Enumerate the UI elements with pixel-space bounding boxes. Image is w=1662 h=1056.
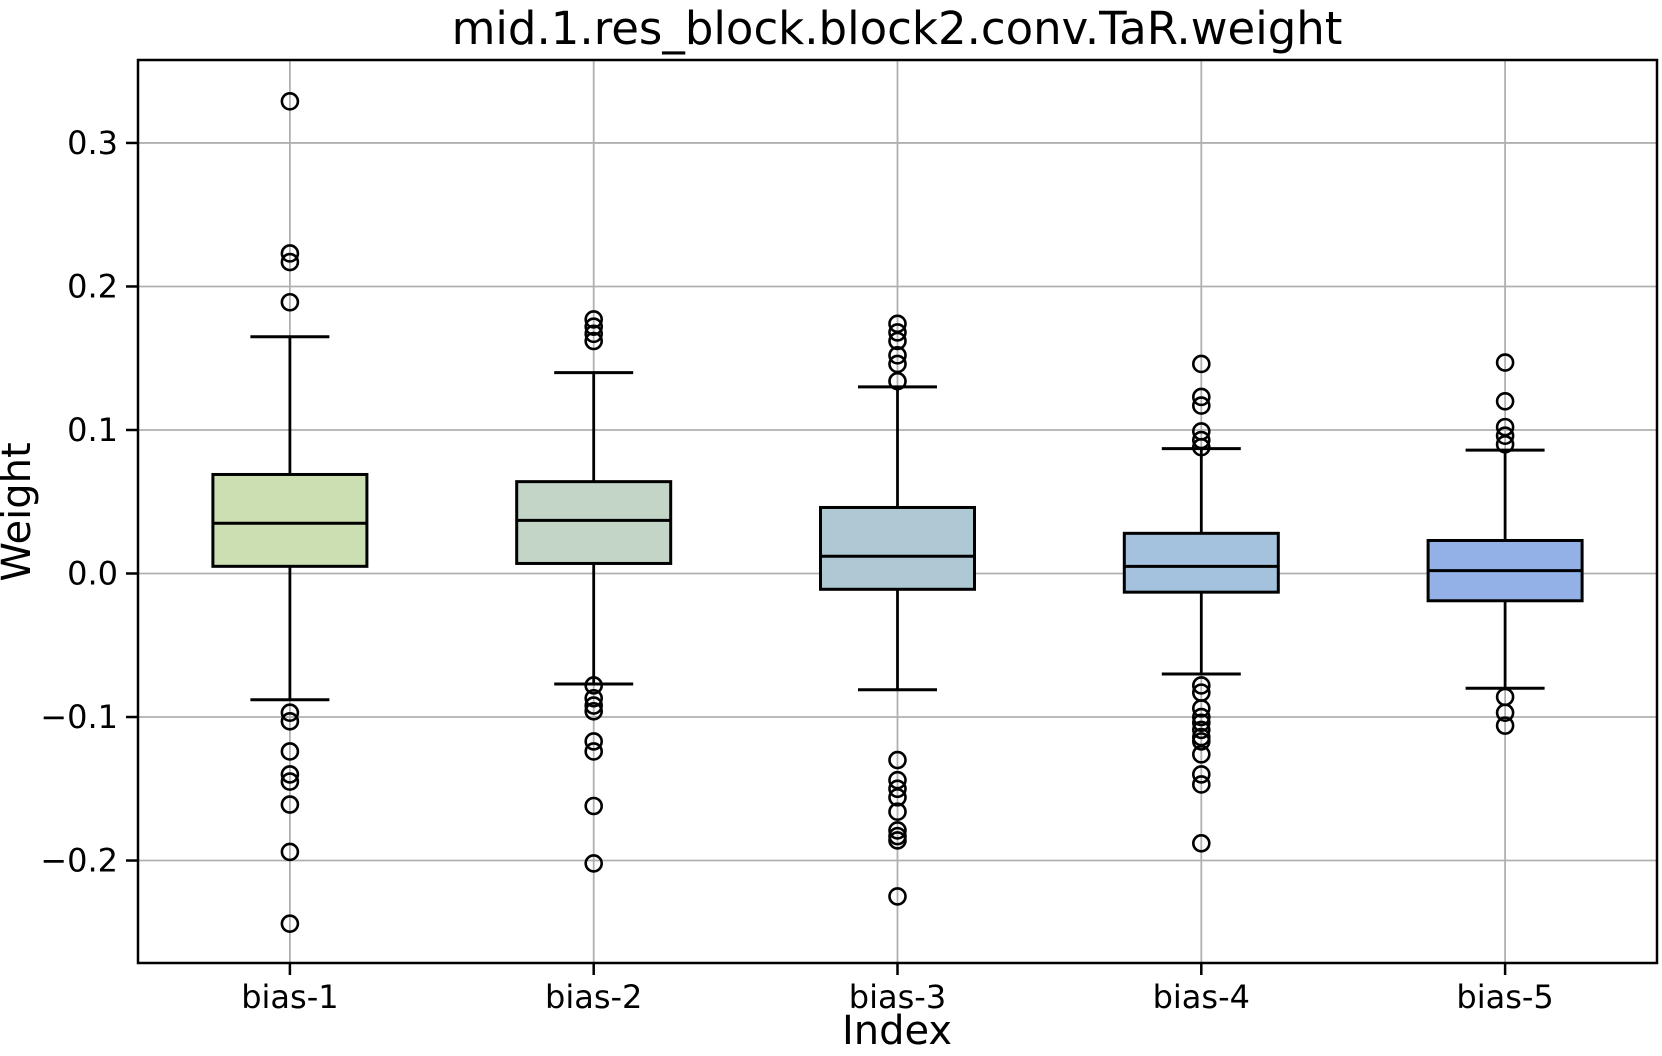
box-bias-1 bbox=[211, 472, 369, 568]
outlier-point bbox=[584, 796, 604, 816]
outlier-point bbox=[584, 676, 604, 695]
outlier-point bbox=[888, 887, 907, 906]
outlier-point bbox=[1192, 775, 1211, 794]
outlier-point bbox=[1192, 834, 1211, 853]
outlier-point bbox=[584, 310, 604, 329]
outlier-point bbox=[584, 732, 604, 751]
outlier-point bbox=[1495, 353, 1515, 372]
y-tick-label: 0.3 bbox=[67, 124, 118, 162]
outlier-point bbox=[280, 292, 300, 312]
outlier-point bbox=[280, 914, 300, 933]
outlier-point bbox=[1192, 387, 1211, 407]
outlier-point bbox=[1495, 716, 1515, 735]
outlier-point bbox=[584, 742, 604, 761]
x-tick-label: bias-4 bbox=[1153, 978, 1250, 1016]
outlier-point bbox=[280, 742, 300, 761]
y-axis-label: Weight bbox=[0, 442, 40, 581]
outlier-point bbox=[1192, 396, 1211, 415]
outlier-point bbox=[280, 252, 300, 272]
outlier-point bbox=[1495, 391, 1515, 411]
box-bias-2 bbox=[515, 480, 673, 565]
box-bias-3 bbox=[819, 505, 976, 591]
outlier-point bbox=[280, 772, 300, 791]
outlier-point bbox=[584, 696, 604, 715]
y-tick-label: −0.2 bbox=[40, 842, 118, 880]
outlier-point bbox=[1192, 707, 1211, 727]
outlier-point bbox=[888, 371, 907, 391]
outlier-point bbox=[1495, 426, 1515, 446]
outlier-point bbox=[1192, 732, 1211, 751]
outlier-point bbox=[888, 331, 907, 351]
outlier-point bbox=[1192, 720, 1211, 740]
outlier-point bbox=[888, 802, 907, 822]
x-axis-label: Index bbox=[842, 1008, 952, 1054]
y-tick-label: 0.2 bbox=[67, 267, 118, 305]
outlier-point bbox=[280, 795, 300, 814]
y-tick-label: 0.0 bbox=[67, 554, 118, 592]
outlier-point bbox=[1192, 745, 1211, 764]
outlier-point bbox=[888, 788, 907, 807]
outlier-point bbox=[888, 346, 907, 365]
y-tick-label: −0.1 bbox=[40, 698, 118, 736]
outlier-point bbox=[1192, 699, 1211, 718]
outlier-point bbox=[584, 324, 604, 344]
outlier-point bbox=[1192, 765, 1211, 784]
outlier-point bbox=[280, 842, 300, 862]
chart-title: mid.1.res_block.block2.conv.TaR.weight bbox=[452, 2, 1343, 55]
outlier-point bbox=[1495, 435, 1515, 454]
outlier-point bbox=[280, 244, 300, 263]
y-tick-label: 0.1 bbox=[67, 411, 118, 449]
outlier-point bbox=[584, 854, 604, 873]
x-tick-label: bias-5 bbox=[1456, 978, 1553, 1016]
box-bias-4 bbox=[1122, 531, 1280, 594]
outlier-point bbox=[584, 317, 604, 336]
outlier-point bbox=[888, 831, 907, 850]
outlier-point bbox=[888, 779, 907, 799]
x-tick-label: bias-2 bbox=[545, 978, 642, 1016]
outlier-point bbox=[1192, 676, 1211, 695]
outlier-point bbox=[888, 323, 907, 342]
outlier-point bbox=[1192, 430, 1211, 450]
outlier-point bbox=[1192, 354, 1211, 374]
outlier-point bbox=[280, 712, 300, 731]
outlier-point bbox=[584, 701, 604, 721]
outlier-point bbox=[584, 331, 604, 351]
x-tick-label: bias-3 bbox=[849, 978, 946, 1016]
outlier-point bbox=[584, 689, 604, 708]
outlier-point bbox=[280, 92, 300, 111]
outlier-point bbox=[1192, 437, 1211, 457]
outlier-point bbox=[1495, 703, 1515, 723]
outlier-point bbox=[888, 750, 907, 770]
outlier-point bbox=[1192, 713, 1211, 733]
outlier-point bbox=[280, 703, 300, 723]
outlier-point bbox=[280, 765, 300, 784]
outlier-point bbox=[888, 821, 907, 840]
x-tick-label: bias-1 bbox=[241, 978, 338, 1016]
